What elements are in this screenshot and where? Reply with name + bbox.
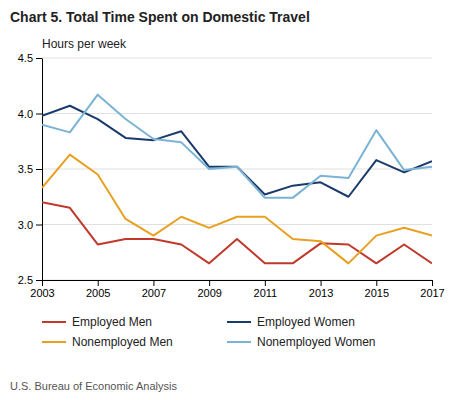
tick-mark xyxy=(36,58,42,59)
tick-label: 3.5 xyxy=(18,163,33,175)
tick-mark xyxy=(36,169,42,170)
grid-line xyxy=(42,280,432,281)
tick: 2009 xyxy=(197,280,221,299)
tick-label: 2003 xyxy=(30,287,54,299)
tick: 2013 xyxy=(309,280,333,299)
plot: 2.53.03.54.04.52003200520072009201120132… xyxy=(18,52,445,299)
grid-line xyxy=(42,58,432,59)
legend-label: Employed Men xyxy=(72,315,152,329)
tick-label: 2015 xyxy=(365,287,389,299)
grid xyxy=(42,58,432,280)
tick-label: 3.0 xyxy=(18,219,33,231)
tick-mark xyxy=(98,280,99,286)
axis-line xyxy=(43,280,433,281)
tick-label: 2007 xyxy=(142,287,166,299)
legend-item: Nonemployed Men xyxy=(42,335,173,349)
y-axis: 2.5 3.0 3.5 4.0 4.5 xyxy=(18,52,43,286)
tick: 2.5 xyxy=(18,274,42,286)
lines xyxy=(42,95,432,264)
tick: 2017 xyxy=(420,280,444,299)
tick-mark xyxy=(36,225,42,226)
title: Chart 5. Total Time Spent on Domestic Tr… xyxy=(10,9,310,25)
line xyxy=(42,202,432,263)
y-axis-label: Hours per week xyxy=(42,37,127,51)
tick: 3.0 xyxy=(18,219,42,231)
tick-label: 2009 xyxy=(197,287,221,299)
tick-mark xyxy=(36,114,42,115)
grid-line xyxy=(42,169,432,170)
axis-line xyxy=(42,59,43,281)
legend-label: Nonemployed Men xyxy=(72,335,173,349)
tick-label: 2011 xyxy=(254,287,278,299)
line xyxy=(42,95,432,198)
line xyxy=(42,155,432,264)
tick: 3.5 xyxy=(18,163,42,175)
tick: 2003 xyxy=(30,280,54,299)
legend-item: Employed Men xyxy=(42,315,152,329)
tick-mark xyxy=(376,280,377,286)
tick-label: 2.5 xyxy=(18,274,33,286)
tick-label: 4.0 xyxy=(18,108,33,120)
legend-label: Employed Women xyxy=(257,315,355,329)
tick: 2011 xyxy=(254,280,278,299)
legend-item: Nonemployed Women xyxy=(227,335,376,349)
tick: 2007 xyxy=(142,280,166,299)
tick-mark xyxy=(321,280,322,286)
tick-mark xyxy=(42,280,43,286)
tick-label: 2017 xyxy=(420,287,444,299)
tick-label: 4.5 xyxy=(18,52,33,64)
line xyxy=(42,106,432,197)
tick-mark xyxy=(265,280,266,286)
tick: 2005 xyxy=(86,280,110,299)
grid-line xyxy=(42,224,432,225)
tick: 4.0 xyxy=(18,108,42,120)
legend-label: Nonemployed Women xyxy=(257,335,376,349)
legend-item: Employed Women xyxy=(227,315,355,329)
tick-label: 2005 xyxy=(86,287,110,299)
tick-label: 2013 xyxy=(309,287,333,299)
tick-mark xyxy=(432,280,433,286)
legend-swatch xyxy=(42,321,66,323)
legend-swatch xyxy=(227,321,251,323)
tick: 4.5 xyxy=(18,52,42,64)
source: U.S. Bureau of Economic Analysis xyxy=(10,380,177,392)
legend: Employed Men Employed Women Nonemployed Me… xyxy=(42,315,376,349)
tick-mark xyxy=(209,280,210,286)
tick-mark xyxy=(153,280,154,286)
grid-line xyxy=(42,113,432,114)
x-axis: 2003 2005 2007 2009 2011 2013 2015 2017 xyxy=(30,280,444,299)
chart: Chart 5. Total Time Spent on Domestic Tr… xyxy=(0,0,450,400)
tick: 2015 xyxy=(365,280,389,299)
tick-mark xyxy=(36,280,42,281)
legend-swatch xyxy=(42,341,66,343)
legend-swatch xyxy=(227,341,251,343)
